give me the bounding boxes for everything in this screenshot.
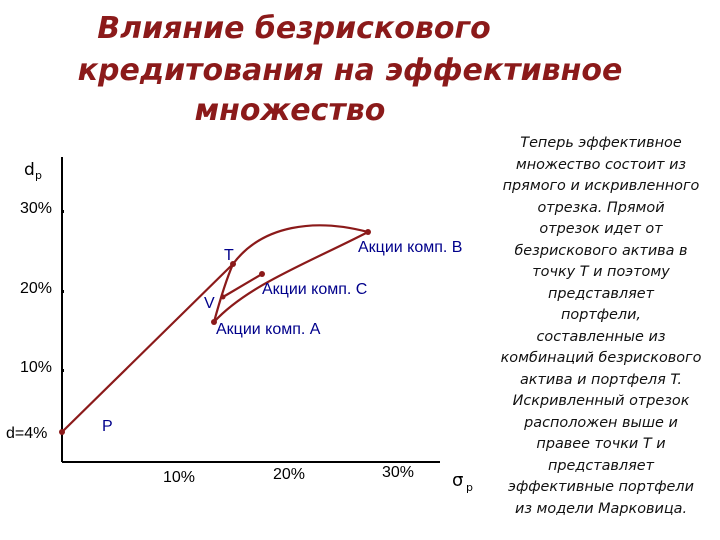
explanation-line: эффективные портфели — [508, 479, 694, 495]
explanation-line: отрезка. Прямой — [537, 199, 665, 216]
point-labels: P T V Акции комп. А Акции комп. B Акции … — [102, 239, 462, 435]
bullet-left-edge — [212, 263, 235, 323]
explanation-line: Теперь эффективное — [520, 135, 682, 151]
label-t: T — [224, 247, 234, 264]
explanation-line: комбинаций безрискового — [500, 350, 702, 366]
xlabel-sub: p — [466, 481, 473, 494]
bullet-lower-curve — [213, 231, 369, 323]
y-tick-10 — [61, 369, 64, 372]
rf-rate-label: d=4% — [6, 425, 47, 442]
y-tick-30 — [61, 210, 64, 213]
x-tick-label-30: 30% — [382, 464, 414, 481]
slide-title-line-3: множество — [194, 93, 386, 128]
y-tick-label-10: 10% — [20, 359, 52, 376]
y-tick-label-20: 20% — [20, 280, 52, 297]
explanation-line: актива и портфеля T. — [519, 371, 683, 388]
explanation-line: составленные из — [536, 328, 666, 345]
explanation-line: правее точки T и — [536, 436, 666, 452]
y-tick-20 — [61, 290, 64, 293]
explanation-line: точку T и поэтому — [532, 264, 670, 280]
y-tick-label-30: 30% — [20, 200, 52, 217]
bullet-upper-curve — [232, 224, 369, 265]
risk-free-line — [61, 263, 234, 433]
explanation-line: расположен выше и — [524, 414, 678, 431]
explanation-line: Искривленный отрезок — [512, 393, 690, 409]
explanation-line: представляет — [547, 285, 655, 302]
explanation-line: из модели Марковица. — [514, 500, 688, 517]
curve-to-c — [222, 273, 263, 298]
explanation-line: множество состоит из — [515, 156, 687, 173]
ylabel: d p — [24, 160, 42, 182]
frontier-curves — [61, 224, 369, 433]
axes — [61, 157, 440, 463]
point-v — [220, 294, 226, 300]
xlabel-main: σ — [452, 470, 463, 491]
y-tick-labels: 30% 20% 10% d=4% — [6, 200, 52, 442]
label-v: V — [204, 295, 215, 312]
point-c — [259, 271, 265, 277]
ylabel-sub: p — [35, 169, 42, 182]
explanation-text: Теперь эффективное множество состоит из … — [486, 133, 716, 520]
explanation-line: представляет — [547, 457, 655, 474]
y-tick-marks — [61, 210, 64, 372]
chart-points — [59, 229, 371, 435]
point-p — [59, 429, 65, 435]
point-t — [230, 261, 236, 267]
label-a: Акции комп. А — [216, 321, 321, 338]
explanation-line: портфели, — [560, 307, 641, 323]
xlabel: σ p — [452, 470, 473, 494]
point-a — [211, 319, 217, 325]
ylabel-main: d — [24, 160, 35, 180]
label-p: P — [102, 418, 113, 435]
slide-title-line-2: кредитования на эффективное — [77, 53, 623, 88]
explanation-line: прямого и искривленного — [502, 178, 700, 194]
x-tick-label-10: 10% — [163, 469, 195, 486]
explanation-line: отрезок идет от — [539, 221, 663, 237]
x-tick-labels: 10% 20% 30% — [163, 464, 414, 486]
label-b: Акции комп. B — [358, 239, 462, 256]
point-b — [365, 229, 371, 235]
label-c: Акции комп. С — [262, 281, 367, 298]
x-tick-label-20: 20% — [273, 466, 305, 483]
slide-title-line-1: Влияние безрискового — [97, 11, 491, 46]
explanation-line: безрискового актива в — [514, 242, 688, 259]
